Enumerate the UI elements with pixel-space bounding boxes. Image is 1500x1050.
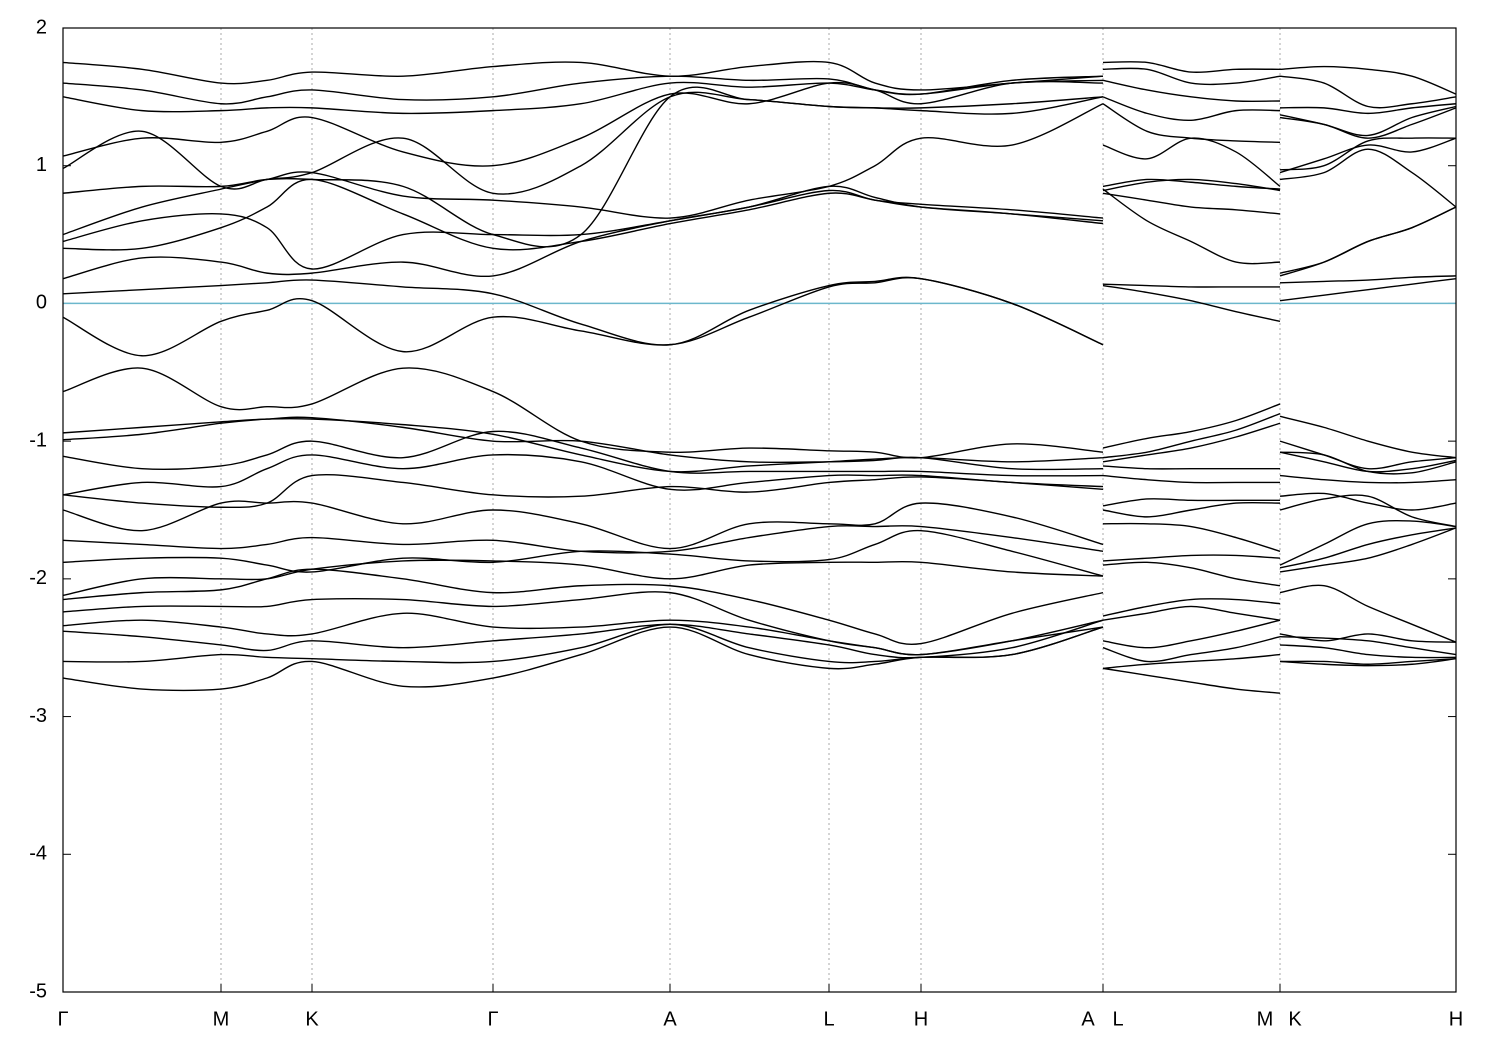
band-line [62, 568, 1457, 646]
band-line [62, 494, 1457, 550]
plot-frame [62, 27, 1457, 993]
x-tick-label: Γ [487, 1008, 498, 1030]
band-line [62, 612, 1457, 656]
x-tick-label: A [663, 1008, 677, 1030]
x-tick-label: L [823, 1008, 834, 1030]
y-tick-label: 1 [36, 154, 47, 176]
band-line [62, 626, 1457, 694]
band-line [62, 527, 1457, 597]
band-line [62, 103, 1457, 236]
band-line [62, 80, 1457, 167]
y-tick-label: -4 [29, 843, 47, 865]
band-line [62, 453, 1457, 496]
x-tick-label: M [1257, 1008, 1274, 1030]
x-tick-label: Γ [57, 1008, 68, 1030]
y-tick-label: 0 [36, 292, 47, 314]
x-tick-label: K [1288, 1008, 1302, 1030]
y-tick-label: 2 [36, 16, 47, 38]
band-line [62, 473, 1457, 511]
band-line [62, 60, 1457, 95]
x-tick-label: L [1112, 1008, 1123, 1030]
x-tick-label: K [305, 1008, 319, 1030]
band-line [62, 178, 1457, 274]
x-tick-label: H [914, 1008, 928, 1030]
band-line [62, 527, 1457, 577]
y-tick-label: -3 [29, 705, 47, 727]
x-tick-label: M [213, 1008, 230, 1030]
y-tick-label: -5 [29, 980, 47, 1002]
band-line [62, 67, 1457, 109]
band-line [62, 430, 1457, 477]
y-tick-label: -2 [29, 567, 47, 589]
band-line [62, 275, 1457, 346]
x-tick-label: H [1449, 1008, 1463, 1030]
x-tick-label: A [1081, 1008, 1095, 1030]
y-tick-label: -1 [29, 429, 47, 451]
